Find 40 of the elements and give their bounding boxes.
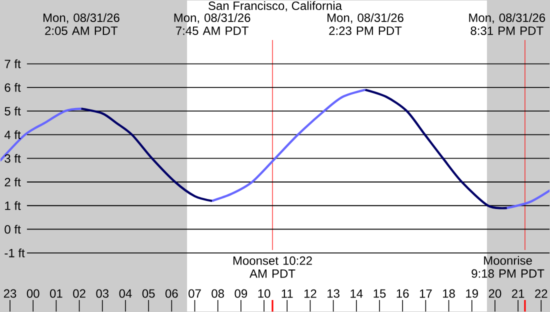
x-tick-label: 10 [258, 289, 270, 298]
x-tick-label: 05 [142, 289, 155, 298]
x-tick-label: 00 [26, 289, 40, 298]
x-tick-label: 17 [420, 290, 432, 298]
y-tick-label: 3 ft [4, 154, 21, 163]
x-tick-label: 11 [282, 290, 293, 298]
annotation: Mon, 08/31/26 2:23 PM PDT [328, 13, 404, 36]
annotation: Mon, 08/31/26 7:45 AM PDT [174, 13, 250, 36]
x-tick-label: 14 [350, 290, 363, 298]
y-tick-label: 2 ft [4, 178, 21, 186]
y-tick-label: 1 ft [5, 201, 21, 210]
x-tick-label: 08 [212, 289, 224, 298]
x-tick-label: 01 [50, 289, 62, 298]
x-tick-label: 13 [328, 289, 340, 298]
x-tick-label: 09 [234, 289, 248, 298]
y-tick-label: -1 ft [4, 248, 25, 258]
x-tick-label: 07 [188, 289, 201, 298]
x-tick-label: 12 [304, 289, 316, 298]
y-tick-label: 4 ft [4, 130, 21, 140]
x-tick-label: 21 [512, 289, 524, 298]
x-tick-label: 16 [396, 289, 409, 298]
y-tick-label: 6 ft [4, 83, 21, 92]
x-tick-label: 02 [73, 289, 86, 298]
ref-line-label: Moonset 10:22 AM PDT [233, 256, 312, 278]
chart-title: San Francisco, California [208, 1, 342, 12]
y-tick-label: 7 ft [4, 59, 21, 68]
x-tick-label: 19 [466, 289, 478, 298]
x-tick-label: 03 [96, 289, 109, 298]
annotation: Mon, 08/31/26 2:05 AM PDT [44, 13, 120, 36]
x-tick-label: 22 [535, 289, 548, 298]
x-tick-label: 04 [119, 289, 132, 298]
ref-line-label: Moonrise 9:18 PM PDT [472, 256, 544, 278]
x-tick-label: 15 [374, 289, 386, 298]
annotation: Mon, 08/31/26 8:31 PM PDT [469, 13, 546, 36]
x-tick-label: 06 [165, 289, 178, 298]
y-tick-label: 5 ft [4, 106, 21, 116]
x-tick-label: 18 [443, 289, 455, 298]
x-tick-label: 20 [488, 289, 502, 298]
y-tick-label: 0 ft [4, 224, 21, 234]
x-tick-label: 23 [4, 289, 16, 298]
